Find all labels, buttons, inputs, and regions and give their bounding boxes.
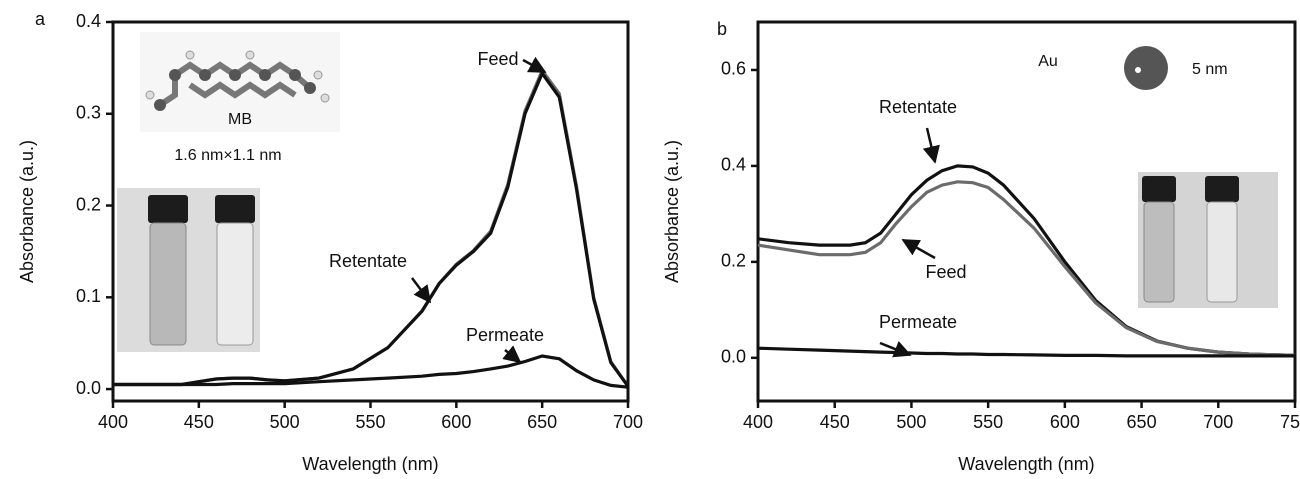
label-arrow	[502, 345, 522, 364]
y-tick-label: 0.0	[76, 378, 101, 398]
y-tick-label: 0.3	[76, 103, 101, 123]
x-tick-label: 700	[1203, 412, 1233, 432]
x-tick-label: 750	[1280, 412, 1300, 432]
series-label: Retentate	[879, 97, 957, 117]
plot-frame	[756, 20, 1297, 403]
x-tick-label: 550	[973, 412, 1003, 432]
x-tick-label: 600	[441, 412, 471, 432]
series-label: Permeate	[879, 312, 957, 332]
x-axis-title: Wavelength (nm)	[958, 454, 1094, 474]
annotation: b	[717, 19, 727, 39]
x-tick-label: 500	[270, 412, 300, 432]
vials-photo	[1138, 172, 1278, 308]
label-arrow	[411, 277, 432, 304]
label-arrow	[922, 127, 940, 164]
data-line	[758, 346, 1295, 358]
x-tick-label: 450	[820, 412, 850, 432]
label-arrow	[879, 341, 912, 358]
annotation: MB	[228, 111, 252, 128]
label-arrow	[901, 238, 936, 260]
series-label: Retentate	[329, 251, 407, 271]
y-tick-label: 0.4	[76, 11, 101, 31]
data-line	[113, 354, 628, 389]
label-arrow	[522, 56, 547, 74]
x-tick-label: 400	[743, 412, 773, 432]
series-label: Feed	[477, 49, 518, 69]
y-tick-label: 0.1	[76, 286, 101, 306]
y-tick-label: 0.2	[721, 251, 746, 271]
x-tick-label: 650	[1127, 412, 1157, 432]
series-label: Permeate	[466, 325, 544, 345]
y-tick-label: 0.0	[721, 347, 746, 367]
data-line	[113, 70, 628, 388]
molecule-inset	[140, 32, 340, 132]
annotation: a	[35, 9, 46, 29]
x-axis-title: Wavelength (nm)	[302, 454, 438, 474]
x-tick-label: 600	[1050, 412, 1080, 432]
annotation: Au	[1038, 53, 1058, 70]
annotation: 1.6 nm×1.1 nm	[174, 147, 281, 164]
data-line	[758, 180, 1295, 357]
x-tick-label: 650	[527, 412, 557, 432]
vials-photo	[117, 188, 260, 352]
y-tick-label: 0.4	[721, 155, 746, 175]
series-label: Feed	[925, 262, 966, 282]
au-sphere	[1124, 46, 1168, 90]
y-axis-title: Absorbance (a.u.)	[662, 140, 682, 283]
x-tick-label: 450	[184, 412, 214, 432]
annotation: 5 nm	[1192, 61, 1228, 78]
x-tick-label: 700	[613, 412, 643, 432]
y-tick-label: 0.2	[76, 194, 101, 214]
x-tick-label: 500	[896, 412, 926, 432]
y-axis-title: Absorbance (a.u.)	[17, 140, 37, 283]
y-tick-label: 0.6	[721, 59, 746, 79]
x-tick-label: 550	[355, 412, 385, 432]
x-tick-label: 400	[98, 412, 128, 432]
